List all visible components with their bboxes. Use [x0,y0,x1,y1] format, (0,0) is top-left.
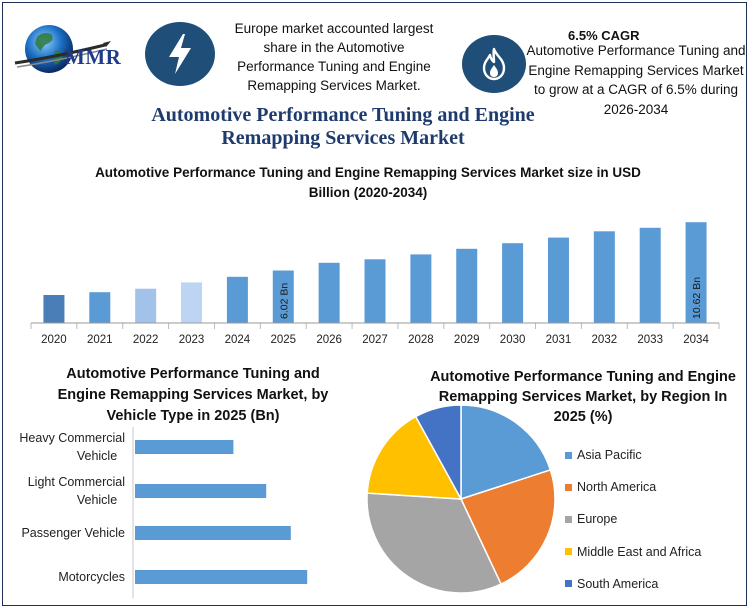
x-tick-label: 2034 [683,334,709,346]
x-tick-label: 2023 [179,334,205,346]
data-label-2025: 6.02 Bn [278,283,290,319]
market-size-bar-chart: 2020 2021 2022 2023 2024 2025 6.02 Bn 2026 2027 2… [30,222,720,346]
x-tick-label: 2020 [41,334,67,346]
x-tick-label: 2022 [133,334,159,346]
x-tick-label: 2028 [408,334,434,346]
legend-item: Asia Pacific [565,439,701,471]
legend-swatch [565,515,572,523]
legend-label: North America [577,480,657,495]
x-tick-label: 2029 [454,334,480,346]
bar-2020 [43,295,65,323]
x-tick-label: 2026 [316,334,342,346]
x-tick-label: 2024 [225,334,251,346]
legend-swatch [565,548,572,556]
y-tick-label: Light Commercial Vehicle [28,475,125,507]
logo-text: MMR [65,45,122,69]
pie-slice-europe [366,492,503,594]
europe-share-text: Europe market accounted largest share in… [234,21,434,93]
bar-2033 [639,227,661,323]
region-pie-chart [366,405,556,594]
x-tick-label: 2033 [637,334,663,346]
y-tick-label: Heavy Commercial Vehicle [19,431,125,463]
cagr-text: Automotive Performance Tuning and Engine… [526,43,746,117]
data-label-2034: 10.62 Bn [691,277,703,319]
bar-2032 [593,231,615,323]
bar-2030 [502,243,524,323]
bar-2026 [318,262,340,323]
bar-2023 [181,282,203,323]
globe-logo-icon [14,25,111,73]
vehicle-type-bar-chart: Heavy Commercial Vehicle Light Commercial V… [19,427,308,598]
legend-item: Middle East and Africa [565,536,701,568]
y-tick-label: Motorcycles [58,570,125,584]
legend-item: Europe [565,503,701,535]
bar-chart-title: Automotive Performance Tuning and Engine… [95,165,641,200]
legend-item: North America [565,471,701,503]
x-tick-label: 2021 [87,334,113,346]
legend-swatch [565,451,572,459]
bar-2031 [547,237,569,323]
x-tick-label: 2025 [270,334,296,346]
y-tick-label: Passenger Vehicle [21,526,125,540]
x-tick-label: 2030 [500,334,526,346]
pie-slice-south-america [414,405,462,500]
pie-slice-middle-east-and-africa [366,415,463,500]
flame-icon [462,35,526,93]
legend-label: Asia Pacific [577,448,642,463]
bar-2025 [272,270,294,323]
lightning-bolt-icon [145,22,215,86]
vehicle-type-chart-title: Automotive Performance Tuning and Engine… [57,366,329,424]
x-tick-label: 2027 [362,334,388,346]
legend-item: South America [565,568,701,600]
legend-swatch [565,483,572,491]
region-legend: Asia Pacific North America Europe Middle Ea… [565,439,701,600]
page-title: Automotive Performance Tuning and Engine… [151,104,535,149]
pie-slice-north-america [459,469,556,586]
cagr-title: 6.5% CAGR [568,28,640,43]
pie-slice-asia-pacific [460,405,552,501]
legend-label: Europe [577,512,618,527]
bar-2027 [364,259,386,323]
x-tick-label: 2031 [546,334,572,346]
hbar-light-commercial-vehicle [135,484,267,498]
bar-2028 [410,254,432,323]
bar-2024 [226,276,248,323]
bar-2022 [135,288,157,323]
bar-2021 [89,292,111,323]
hbar-heavy-commercial-vehicle [135,440,234,454]
legend-label: Middle East and Africa [577,544,702,559]
bar-2029 [456,248,478,323]
hbar-passenger-vehicle [135,526,291,540]
x-tick-label: 2032 [592,334,618,346]
legend-label: South America [577,576,659,591]
hbar-motorcycles [135,570,308,584]
bar-2034 [685,222,707,323]
region-chart-title: Automotive Performance Tuning and Engine… [430,369,736,425]
legend-swatch [565,580,572,588]
